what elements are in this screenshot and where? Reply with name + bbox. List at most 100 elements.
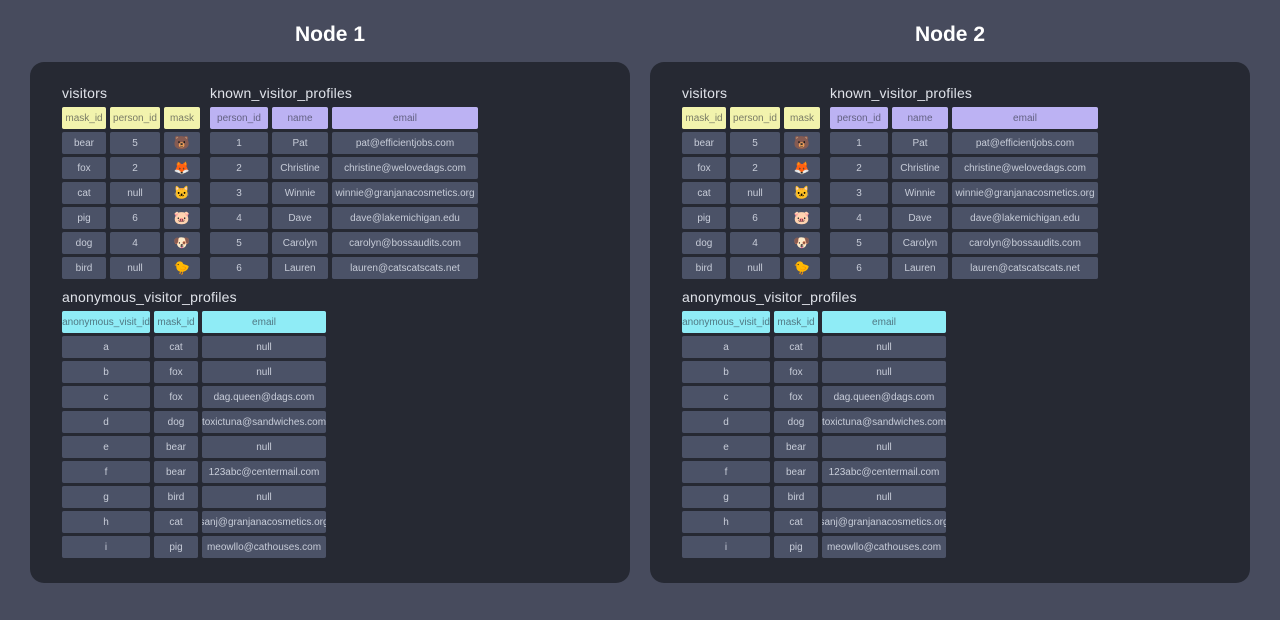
mask-emoji-cell: 🐱 — [164, 182, 200, 204]
column-header-person_id: person_id — [730, 107, 780, 129]
column-header-anonymous_visit_id: anonymous_visit_id — [682, 311, 770, 333]
table-grid: mask_id person_id mask bear 5 🐻 fox 2 🦊 cat null 🐱 p… — [62, 107, 200, 279]
mask-emoji-cell: 🐤 — [164, 257, 200, 279]
table-cell-mask_id: fox — [154, 386, 198, 408]
table-cell-person_id: 4 — [110, 232, 160, 254]
table-cell-anonymous_visit_id: b — [682, 361, 770, 383]
table-cell-anonymous_visit_id: a — [682, 336, 770, 358]
table-cell-mask_id: cat — [62, 182, 106, 204]
table-cell-mask_id: fox — [682, 157, 726, 179]
table-cell-mask_id: dog — [774, 411, 818, 433]
column-header-email: email — [332, 107, 478, 129]
table-cell-email: dave@lakemichigan.edu — [952, 207, 1098, 229]
table-known_visitor_profiles: known_visitor_profiles person_id name emai… — [830, 86, 1098, 279]
node-panel: visitors mask_id person_id mask bear 5 🐻 fox 2 🦊… — [30, 62, 630, 583]
table-cell-name: Pat — [272, 132, 328, 154]
mask-emoji-cell: 🐤 — [784, 257, 820, 279]
table-cell-email: dave@lakemichigan.edu — [332, 207, 478, 229]
table-cell-person_id: 5 — [110, 132, 160, 154]
table-cell-mask_id: dog — [682, 232, 726, 254]
column-header-email: email — [202, 311, 326, 333]
table-cell-name: Carolyn — [892, 232, 948, 254]
table-cell-mask_id: pig — [154, 536, 198, 558]
node-title: Node 1 — [294, 23, 365, 46]
table-cell-email: null — [822, 361, 946, 383]
table-cell-name: Pat — [892, 132, 948, 154]
column-header-anonymous_visit_id: anonymous_visit_id — [62, 311, 150, 333]
column-header-email: email — [952, 107, 1098, 129]
table-cell-anonymous_visit_id: d — [682, 411, 770, 433]
table-cell-email: null — [202, 486, 326, 508]
table-visitors: visitors mask_id person_id mask bear 5 🐻 fox 2 🦊… — [62, 86, 200, 279]
table-cell-name: Dave — [892, 207, 948, 229]
table-cell-mask_id: fox — [62, 157, 106, 179]
mask-emoji-cell: 🐷 — [784, 207, 820, 229]
table-cell-anonymous_visit_id: a — [62, 336, 150, 358]
node-section: Node 2 visitors mask_id person_id mask bear… — [650, 0, 1250, 583]
table-cell-email: dag.queen@dags.com — [822, 386, 946, 408]
table-cell-mask_id: cat — [154, 336, 198, 358]
table-cell-email: sanj@granjanacosmetics.org — [202, 511, 326, 533]
table-anonymous_visitor_profiles: anonymous_visitor_profiles anonymous_vis… — [62, 290, 602, 558]
table-cell-person_id: 2 — [210, 157, 268, 179]
column-header-person_id: person_id — [110, 107, 160, 129]
table-cell-email: meowllo@cathouses.com — [202, 536, 326, 558]
table-title: visitors — [682, 85, 728, 101]
table-cell-person_id: 6 — [730, 207, 780, 229]
column-header-person_id: person_id — [210, 107, 268, 129]
table-cell-email: dag.queen@dags.com — [202, 386, 326, 408]
table-cell-email: null — [822, 486, 946, 508]
table-title: known_visitor_profiles — [210, 85, 353, 101]
column-header-email: email — [822, 311, 946, 333]
table-cell-mask_id: bear — [774, 461, 818, 483]
table-cell-person_id: 2 — [730, 157, 780, 179]
table-title: visitors — [62, 85, 108, 101]
table-cell-person_id: 2 — [110, 157, 160, 179]
table-cell-person_id: null — [730, 182, 780, 204]
table-cell-email: lauren@catscatscats.net — [952, 257, 1098, 279]
mask-emoji-cell: 🐻 — [164, 132, 200, 154]
table-cell-person_id: 6 — [110, 207, 160, 229]
table-cell-name: Winnie — [892, 182, 948, 204]
table-cell-name: Carolyn — [272, 232, 328, 254]
node-panel: visitors mask_id person_id mask bear 5 🐻 fox 2 🦊… — [650, 62, 1250, 583]
table-cell-anonymous_visit_id: i — [62, 536, 150, 558]
table-cell-mask_id: pig — [62, 207, 106, 229]
column-header-name: name — [272, 107, 328, 129]
table-cell-anonymous_visit_id: f — [682, 461, 770, 483]
table-cell-mask_id: fox — [154, 361, 198, 383]
table-known_visitor_profiles: known_visitor_profiles person_id name emai… — [210, 86, 478, 279]
table-cell-anonymous_visit_id: b — [62, 361, 150, 383]
table-cell-email: christine@welovedags.com — [332, 157, 478, 179]
table-cell-mask_id: cat — [774, 336, 818, 358]
table-cell-person_id: 1 — [830, 132, 888, 154]
table-cell-anonymous_visit_id: d — [62, 411, 150, 433]
table-cell-mask_id: bird — [774, 486, 818, 508]
table-cell-person_id: 1 — [210, 132, 268, 154]
column-header-person_id: person_id — [830, 107, 888, 129]
table-cell-email: toxictuna@sandwiches.com — [822, 411, 946, 433]
table-cell-anonymous_visit_id: f — [62, 461, 150, 483]
table-cell-mask_id: bear — [774, 436, 818, 458]
table-cell-anonymous_visit_id: g — [62, 486, 150, 508]
table-cell-email: christine@welovedags.com — [952, 157, 1098, 179]
table-cell-email: null — [202, 436, 326, 458]
table-cell-email: carolyn@bossaudits.com — [332, 232, 478, 254]
table-grid: mask_id person_id mask bear 5 🐻 fox 2 🦊 cat null 🐱 p… — [682, 107, 820, 279]
table-visitors: visitors mask_id person_id mask bear 5 🐻 fox 2 🦊… — [682, 86, 820, 279]
table-cell-email: winnie@granjanacosmetics.org — [332, 182, 478, 204]
table-cell-person_id: 5 — [210, 232, 268, 254]
table-cell-mask_id: dog — [62, 232, 106, 254]
table-cell-anonymous_visit_id: i — [682, 536, 770, 558]
table-cell-name: Christine — [892, 157, 948, 179]
table-cell-email: carolyn@bossaudits.com — [952, 232, 1098, 254]
table-cell-person_id: null — [110, 257, 160, 279]
table-cell-anonymous_visit_id: h — [682, 511, 770, 533]
table-cell-email: meowllo@cathouses.com — [822, 536, 946, 558]
bottom-tables-row: anonymous_visitor_profiles anonymous_vis… — [682, 290, 1222, 558]
table-cell-person_id: null — [110, 182, 160, 204]
mask-emoji-cell: 🐱 — [784, 182, 820, 204]
column-header-mask_id: mask_id — [62, 107, 106, 129]
table-cell-person_id: null — [730, 257, 780, 279]
table-cell-person_id: 4 — [210, 207, 268, 229]
